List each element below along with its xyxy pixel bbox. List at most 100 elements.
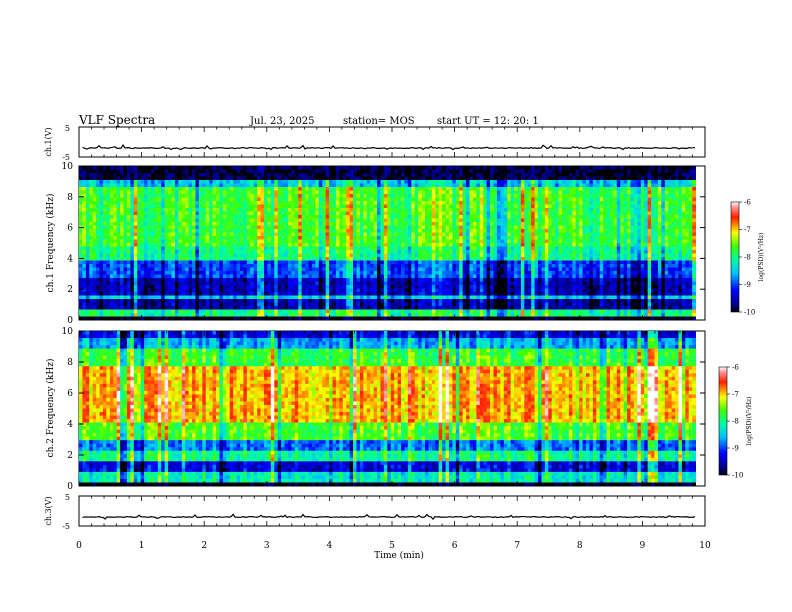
ch1-spectrogram-cell [85,229,90,233]
ch1-spectrogram-cell [668,169,673,174]
ch1-spectrogram-cell [503,204,508,209]
ch1-spectrogram-cell [284,250,289,254]
ch1-spectrogram-cell [126,253,131,258]
ch1-spectrogram-cell [356,180,361,184]
ch1-spectrogram-cell [503,208,508,212]
ch1-spectrogram-cell [555,253,559,258]
ch1-spectrogram-cell [496,253,501,258]
ch1-spectrogram-cell [140,180,145,184]
ch1-spectrogram-cell [568,225,573,230]
ch1-spectrogram-cell [89,173,94,177]
ch1-spectrogram-cell [555,208,559,212]
ch1-spectrogram-cell [462,183,467,188]
ch1-spectrogram-cell [592,204,597,209]
ch1-spectrogram-cell [657,225,662,230]
ch1-spectrogram-cell [92,243,97,247]
ch1-spectrogram-cell [96,173,100,177]
ch1-spectrogram-cell [644,187,649,191]
ch1-spectrogram-cell [274,208,279,212]
ch1-spectrogram-cell [315,239,320,244]
ch1-spectrogram-cell [664,253,669,258]
ch1-spectrogram-cell [233,229,237,233]
ch1-spectrogram-cell [106,194,111,198]
ch1-spectrogram-cell [236,243,241,247]
ch1-spectrogram-cell [383,176,388,181]
ch1-spectrogram-cell [582,194,587,198]
ch1-spectrogram-cell [541,218,546,223]
ch1-spectrogram-cell [558,229,563,233]
ch1-spectrogram-cell [79,239,83,244]
ch1-spectrogram-cell [555,232,559,237]
ch1-spectrogram-cell [335,166,340,170]
ch1-spectrogram-cell [681,253,686,258]
ch1-spectrogram-cell [298,208,303,212]
ch1-spectrogram-cell [373,225,378,230]
ch1-spectrogram-cell [284,197,289,202]
ch1-spectrogram-cell [582,218,587,223]
ch1-spectrogram-cell [678,190,683,195]
ch1-spectrogram-cell [174,180,179,184]
ch1-spectrogram-cell [171,169,176,174]
ch1-spectrogram-cell [243,166,248,170]
ch1-spectrogram-cell [640,257,645,261]
ch1-spectrogram-cell [657,187,662,191]
ch1-spectrogram-cell [431,218,436,223]
ch1-spectrogram-cell [490,225,494,230]
ch1-spectrogram-cell [562,194,566,198]
ch1-spectrogram-cell [568,239,573,244]
ch1-spectrogram-cell [538,246,542,251]
ch1-spectrogram-cell [380,197,385,202]
ch1-spectrogram-cell [517,169,522,174]
ch1-spectrogram-cell [620,187,625,191]
ch1-spectrogram-cell [171,211,176,216]
ch1-spectrogram-cell [657,211,662,216]
ch1-spectrogram-cell [579,173,583,177]
ch1-spectrogram-cell [544,218,549,223]
ch1-spectrogram-cell [133,243,138,247]
ch1-spectrogram-cell [267,222,272,226]
ch1-spectrogram-cell [222,183,227,188]
ch1-spectrogram-cell [657,169,662,174]
ch1-spectrogram-cell [366,211,371,216]
ch1-spectrogram-cell [599,215,604,219]
ch1-spectrogram-cell [322,253,327,258]
ch1-spectrogram-cell [212,222,217,226]
ch1-spectrogram-cell [671,246,676,251]
ch1-spectrogram-cell [240,173,244,177]
ch1-spectrogram-cell [216,215,220,219]
ch1-spectrogram-cell [332,253,337,258]
ch1-spectrogram-cell [120,243,124,247]
ch1-spectrogram-cell [85,215,90,219]
ch1-spectrogram-cell [216,250,220,254]
ch1-spectrogram-cell [229,204,234,209]
ch1-spectrogram-cell [171,218,176,223]
ch1-spectrogram-cell [651,243,655,247]
ch1-spectrogram-cell [298,190,303,195]
ch1-spectrogram-cell [335,187,340,191]
ch1-spectrogram-cell [133,257,138,261]
ch1-spectrogram-cell [363,257,368,261]
ch1-spectrogram-cell [106,246,111,251]
ch1-spectrogram-cell [664,218,669,223]
ch1-spectrogram-cell [599,187,604,191]
ch1-spectrogram-cell [575,229,580,233]
ch1-spectrogram-cell [414,187,419,191]
ch1-spectrogram-cell [301,211,306,216]
ch1-spectrogram-cell [318,197,323,202]
ch1-spectrogram-cell [294,215,299,219]
ch1-spectrogram-cell [219,190,224,195]
ch1-spectrogram-cell [568,215,573,219]
ch1-spectrogram-cell [236,211,241,216]
ch1-spectrogram-cell [102,176,107,181]
ch1-spectrogram-cell [520,208,525,212]
ch1-spectrogram-cell [150,180,155,184]
ch1-spectrogram-cell [647,218,652,223]
ch1-spectrogram-cell [599,250,604,254]
ch1-spectrogram-cell [582,215,587,219]
ch1-spectrogram-cell [562,215,566,219]
ch1-spectrogram-cell [544,236,549,240]
ch1-spectrogram-cell [168,166,172,170]
ch1-spectrogram-cell [373,260,378,265]
ch1-spectrogram-cell [589,208,594,212]
ch1-spectrogram-cell [291,187,296,191]
